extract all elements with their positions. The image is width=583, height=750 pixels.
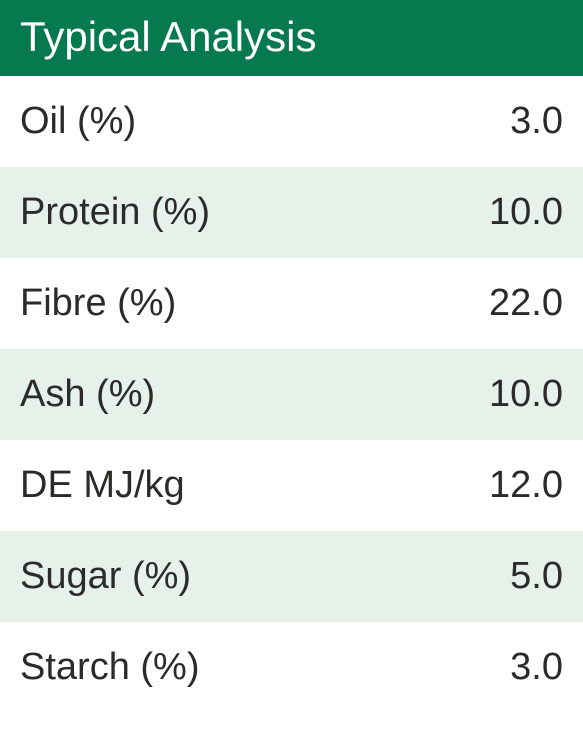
table-body: Oil (%) 3.0 Protein (%) 10.0 Fibre (%) 22.0 As… bbox=[0, 76, 583, 713]
table-row: Oil (%) 3.0 bbox=[0, 76, 583, 167]
table-row: Starch (%) 3.0 bbox=[0, 622, 583, 713]
table-row: Fibre (%) 22.0 bbox=[0, 258, 583, 349]
table-row: Ash (%) 10.0 bbox=[0, 349, 583, 440]
analysis-table: Typical Analysis Oil (%) 3.0 Protein (%) 10… bbox=[0, 0, 583, 713]
row-value: 10.0 bbox=[489, 191, 563, 234]
row-label: Sugar (%) bbox=[20, 555, 191, 598]
table-row: Sugar (%) 5.0 bbox=[0, 531, 583, 622]
row-label: DE MJ/kg bbox=[20, 464, 185, 507]
row-value: 22.0 bbox=[489, 282, 563, 325]
row-value: 10.0 bbox=[489, 373, 563, 416]
row-label: Oil (%) bbox=[20, 100, 136, 143]
row-value: 3.0 bbox=[510, 646, 563, 689]
table-header: Typical Analysis bbox=[0, 0, 583, 76]
table-row: Protein (%) 10.0 bbox=[0, 167, 583, 258]
table-title: Typical Analysis bbox=[20, 13, 316, 60]
row-label: Protein (%) bbox=[20, 191, 210, 234]
row-value: 3.0 bbox=[510, 100, 563, 143]
row-label: Ash (%) bbox=[20, 373, 155, 416]
row-label: Fibre (%) bbox=[20, 282, 176, 325]
row-value: 12.0 bbox=[489, 464, 563, 507]
row-value: 5.0 bbox=[510, 555, 563, 598]
table-row: DE MJ/kg 12.0 bbox=[0, 440, 583, 531]
row-label: Starch (%) bbox=[20, 646, 199, 689]
